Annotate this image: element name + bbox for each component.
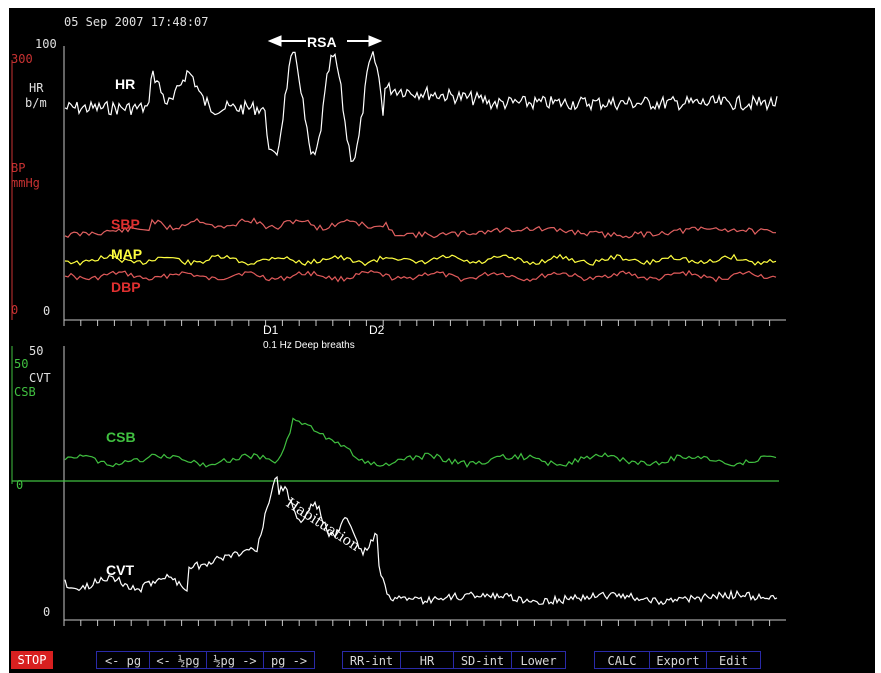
top-time-ticks xyxy=(63,320,771,326)
bp-axis-unit-label: BP xyxy=(11,161,26,175)
page-forward-button[interactable]: pg -> xyxy=(263,651,315,669)
edit-button[interactable]: Edit xyxy=(706,651,761,669)
toolbar: STOP <- pg <- ½pg ½pg -> pg -> RR-int HR… xyxy=(9,649,875,673)
rsa-arrow xyxy=(267,35,383,47)
hr-axis-top-label: 100 xyxy=(35,37,57,51)
csb-trace-label: CSB xyxy=(106,429,136,445)
bp-axis-unit-sub-label: mmHg xyxy=(11,176,40,190)
csb-axis-unit-label: CSB xyxy=(14,385,36,399)
cvt-axis-unit-label: CVT xyxy=(29,371,51,385)
plot-area xyxy=(11,35,786,626)
recording-timestamp: 05 Sep 2007 17:48:07 xyxy=(64,15,209,29)
csb-axis-zero-label: 0 xyxy=(16,478,24,492)
hr-axis-unit-sub-label: b/m xyxy=(25,96,47,110)
hr-axis-unit-label: HR xyxy=(29,81,44,95)
cvt-trace xyxy=(64,475,778,606)
rsa-annotation: RSA xyxy=(307,34,337,50)
dbp-trace xyxy=(64,269,777,283)
half-page-back-button[interactable]: <- ½pg xyxy=(149,651,206,669)
cvt-axis-top-label: 50 xyxy=(29,344,44,358)
map-trace xyxy=(64,253,777,267)
map-trace-label: MAP xyxy=(111,246,143,262)
csb-trace xyxy=(64,417,777,469)
calc-button[interactable]: CALC xyxy=(594,651,649,669)
csb-axis-top-label: 50 xyxy=(14,357,29,371)
rr-int-button[interactable]: RR-int xyxy=(342,651,400,669)
export-button[interactable]: Export xyxy=(649,651,706,669)
hr-axis-zero-label: 0 xyxy=(43,304,51,318)
cvt-axis-bottom-label: 0 xyxy=(43,605,51,619)
bp-axis-bottom-label: 0 xyxy=(11,303,19,317)
marker-caption: 0.1 Hz Deep breaths xyxy=(263,340,355,351)
dbp-trace-label: DBP xyxy=(111,279,141,295)
sbp-trace-label: SBP xyxy=(111,216,140,232)
hr-button[interactable]: HR xyxy=(400,651,453,669)
hr-trace-label: HR xyxy=(115,76,136,92)
stop-button[interactable]: STOP xyxy=(11,651,53,669)
monitor-screen: 05 Sep 2007 17:48:07 100 300 HR b/m BP m… xyxy=(9,8,875,673)
bp-axis-top-label: 300 xyxy=(11,52,33,66)
half-page-forward-button[interactable]: ½pg -> xyxy=(206,651,263,669)
page-back-button[interactable]: <- pg xyxy=(96,651,149,669)
cvt-trace-label: CVT xyxy=(106,562,134,578)
bottom-time-ticks xyxy=(63,620,771,626)
marker-d1-label: D1 xyxy=(263,323,279,337)
lower-button[interactable]: Lower xyxy=(511,651,566,669)
sbp-trace xyxy=(64,217,776,239)
hr-trace xyxy=(64,51,778,163)
marker-d2-label: D2 xyxy=(369,323,385,337)
sd-int-button[interactable]: SD-int xyxy=(453,651,511,669)
